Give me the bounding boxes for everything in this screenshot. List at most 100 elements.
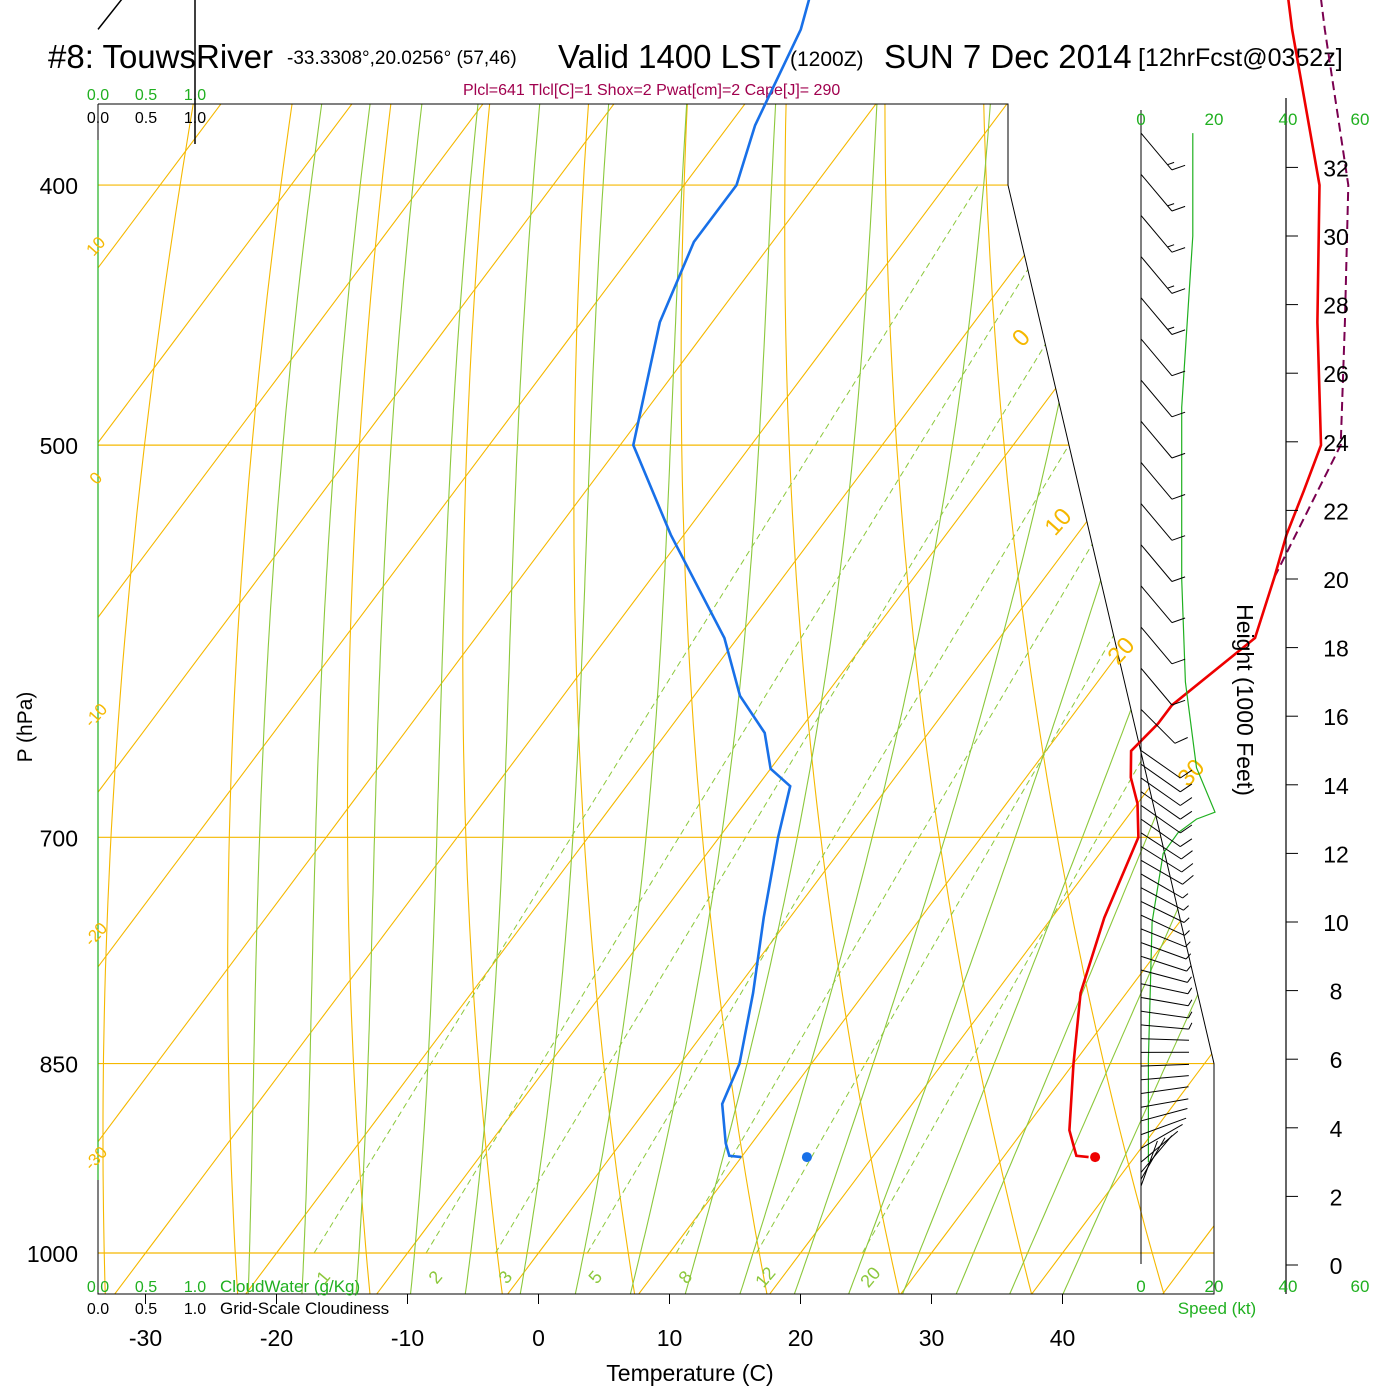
- wind-barb: [1140, 667, 1173, 706]
- cloudiness-bottom-tick: 0.0: [87, 1301, 109, 1318]
- wind-barb-feather: [1171, 617, 1186, 624]
- wind-barb: [1140, 942, 1187, 960]
- x-tick-label: -30: [129, 1325, 162, 1351]
- wind-barb: [1140, 1038, 1190, 1041]
- isotherm-line: [98, 104, 607, 1294]
- wind-barb-feather: [1187, 999, 1193, 1007]
- height-tick-label: 32: [1323, 155, 1349, 181]
- parcel-path-line: [1273, 0, 1350, 578]
- dry-adiabat-line: [1075, 104, 1214, 1294]
- cloudwater-top-tick: 0.5: [135, 87, 157, 104]
- isotherm-line: [716, 104, 1214, 1294]
- cloudiness-label: Grid-Scale Cloudiness: [220, 1299, 389, 1318]
- wind-barb: [1140, 928, 1186, 948]
- wind-barb: [1140, 544, 1173, 582]
- wind-barb: [1140, 914, 1185, 936]
- wind-barb: [1140, 1135, 1173, 1173]
- wind-barb: [1140, 585, 1173, 623]
- cloudwater-bottom-tick: 1.0: [184, 1279, 206, 1296]
- stability-parameters: Plcl=641 Tlcl[C]=1 Shox=2 Pwat[cm]=2 Cap…: [463, 82, 841, 99]
- mixing-ratio-line: [425, 184, 1081, 1254]
- wind-barb: [1140, 777, 1181, 806]
- mixing-ratio-label: 8: [675, 1267, 697, 1288]
- height-tick-label: 24: [1323, 430, 1349, 456]
- wind-barb-feather: [1182, 893, 1189, 899]
- valid-time: Valid 1400 LST: [558, 38, 782, 75]
- moist-adiabat-line: [297, 104, 456, 1294]
- y-tick-label: 700: [40, 825, 78, 851]
- wind-barb: [1140, 1024, 1189, 1030]
- wind-barb: [1140, 626, 1173, 665]
- wind-barb-feather: [1188, 1022, 1193, 1030]
- dry-adiabat-line: [102, 104, 293, 1294]
- wind-barb-feather: [1180, 783, 1193, 793]
- wind-barb: [1140, 173, 1173, 212]
- isotherm-line: [98, 104, 1214, 1294]
- x-axis-title: Temperature (C): [606, 1360, 773, 1386]
- isotherm-line: [978, 104, 1214, 1294]
- isotherm-line: [192, 104, 1214, 1294]
- isotherm-line: [847, 104, 1214, 1294]
- speed-top-tick: 0: [1136, 110, 1145, 129]
- surface-temperature-marker: [1090, 1152, 1101, 1163]
- wind-speed-profile: [1147, 133, 1216, 1163]
- wind-barb-feather: [1167, 326, 1175, 330]
- cloudiness-top-tick: 0.5: [135, 110, 157, 127]
- isotherm-line: [454, 104, 1214, 1294]
- moist-adiabat-line: [454, 104, 606, 1294]
- wind-barb-feather: [1184, 930, 1190, 936]
- wind-barb-feather: [1180, 838, 1193, 848]
- wind-barb-feather: [1183, 917, 1190, 923]
- wind-barb-feather: [1171, 205, 1186, 212]
- dry-adiabat-line: [784, 104, 917, 1294]
- x-tick-label: -10: [391, 1325, 424, 1351]
- wind-barb: [1140, 379, 1173, 418]
- height-axis-title: Height (1000 Feet): [1232, 604, 1258, 796]
- cloudiness-top-tick: 0.0: [87, 110, 109, 127]
- wind-barb-feather: [1171, 452, 1186, 459]
- cloudwater-bottom-tick: 0.5: [135, 1279, 157, 1296]
- y-tick-label: 850: [40, 1052, 78, 1078]
- wind-barb: [1140, 1117, 1187, 1136]
- x-tick-label: 20: [788, 1325, 814, 1351]
- height-tick-label: 4: [1330, 1116, 1343, 1142]
- wind-barb-feather: [1167, 203, 1175, 207]
- moist-adiabat-line: [1031, 104, 1214, 1294]
- wind-barb-feather: [1167, 285, 1175, 289]
- wind-barb: [1140, 804, 1181, 834]
- isotherm-line: [323, 104, 1214, 1294]
- wind-barb: [1140, 887, 1184, 911]
- wind-barb: [1140, 1010, 1189, 1019]
- wind-barb: [1140, 983, 1189, 995]
- wind-barb: [1140, 1123, 1183, 1149]
- wind-barb: [1140, 791, 1181, 820]
- dry-adiabat-line: [573, 104, 647, 1294]
- wind-barb-feather: [1171, 494, 1186, 500]
- y-tick-label: 400: [40, 173, 78, 199]
- surface-dewpoint-marker: [801, 1152, 812, 1163]
- moist-adiabat-line: [349, 104, 502, 1294]
- wind-barb-feather: [1183, 905, 1189, 911]
- wind-barb-feather: [1188, 1011, 1193, 1019]
- wind-barb: [1140, 297, 1173, 335]
- wind-barb: [1140, 750, 1181, 779]
- moist-adiabat-line: [402, 104, 552, 1294]
- wind-barb: [1140, 955, 1187, 972]
- isotherm-label: 0: [1007, 324, 1036, 352]
- isotherm-line: [585, 104, 1214, 1294]
- wind-barb-feather: [1171, 699, 1186, 706]
- moist-adiabat-line: [245, 104, 414, 1294]
- x-tick-label: 10: [657, 1325, 683, 1351]
- wind-barb: [1140, 338, 1173, 377]
- isotherm-line: [98, 104, 345, 1294]
- wind-barb-feather: [1171, 370, 1186, 377]
- height-tick-label: 2: [1330, 1184, 1343, 1210]
- wind-barb: [1140, 818, 1181, 848]
- wind-barbs: [1140, 132, 1194, 1187]
- wind-barb: [1140, 420, 1173, 459]
- x-tick-label: 30: [919, 1325, 945, 1351]
- wind-barb: [1140, 763, 1181, 793]
- mixing-ratio-label: 2: [425, 1267, 447, 1288]
- mixing-ratio-line: [756, 184, 1214, 1254]
- wind-barb-feather: [1171, 576, 1186, 582]
